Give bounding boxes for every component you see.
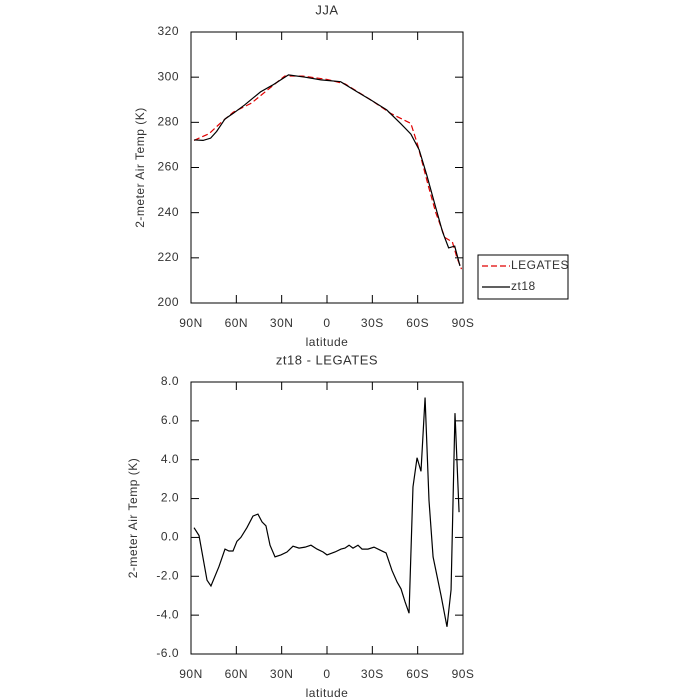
y-tick-label: 220 [157, 250, 179, 264]
x-tick-label: 30N [270, 316, 294, 330]
y-tick-label: -2.0 [156, 568, 179, 582]
y-tick-label: 6.0 [161, 413, 179, 427]
x-tick-label: 60N [225, 316, 249, 330]
y-tick-label: 8.0 [161, 374, 179, 388]
y-tick-label: 300 [157, 69, 179, 83]
x-tick-label: 90S [452, 316, 475, 330]
y-tick-label: 280 [157, 115, 179, 129]
y-tick-label: 0.0 [161, 530, 179, 544]
x-tick-label: 90N [179, 316, 203, 330]
y-tick-label: 4.0 [161, 452, 179, 466]
legend-label: zt18 [511, 279, 536, 293]
y-tick-label: 320 [157, 24, 179, 38]
y-tick-label: 2.0 [161, 491, 179, 505]
plot-frame [190, 381, 464, 655]
chart-title: JJA [315, 2, 338, 17]
legend-box [477, 254, 569, 300]
x-tick-label: 30S [361, 316, 384, 330]
data-line [193, 75, 463, 270]
x-tick-label: 60N [225, 667, 249, 681]
y-tick-label: -4.0 [156, 607, 179, 621]
chart-title: zt18 - LEGATES [276, 352, 378, 367]
x-tick-label: 30N [270, 667, 294, 681]
y-tick-label: 200 [157, 295, 179, 309]
y-tick-label: 240 [157, 205, 179, 219]
x-tick-label: 90S [452, 667, 475, 681]
x-axis-label: latitude [306, 686, 349, 700]
x-tick-label: 60S [406, 667, 429, 681]
x-tick-label: 0 [323, 316, 330, 330]
y-axis-label: 2-meter Air Temp (K) [133, 107, 147, 227]
x-axis-label: latitude [306, 335, 349, 349]
y-tick-label: -6.0 [156, 646, 179, 660]
data-line [193, 397, 460, 627]
legend-label: LEGATES [511, 258, 569, 272]
x-tick-label: 60S [406, 316, 429, 330]
plot-frame [190, 31, 464, 304]
y-tick-label: 260 [157, 160, 179, 174]
x-tick-label: 0 [323, 667, 330, 681]
data-line [193, 74, 461, 267]
x-tick-label: 90N [179, 667, 203, 681]
x-tick-label: 30S [361, 667, 384, 681]
y-axis-label: 2-meter Air Temp (K) [126, 458, 140, 578]
